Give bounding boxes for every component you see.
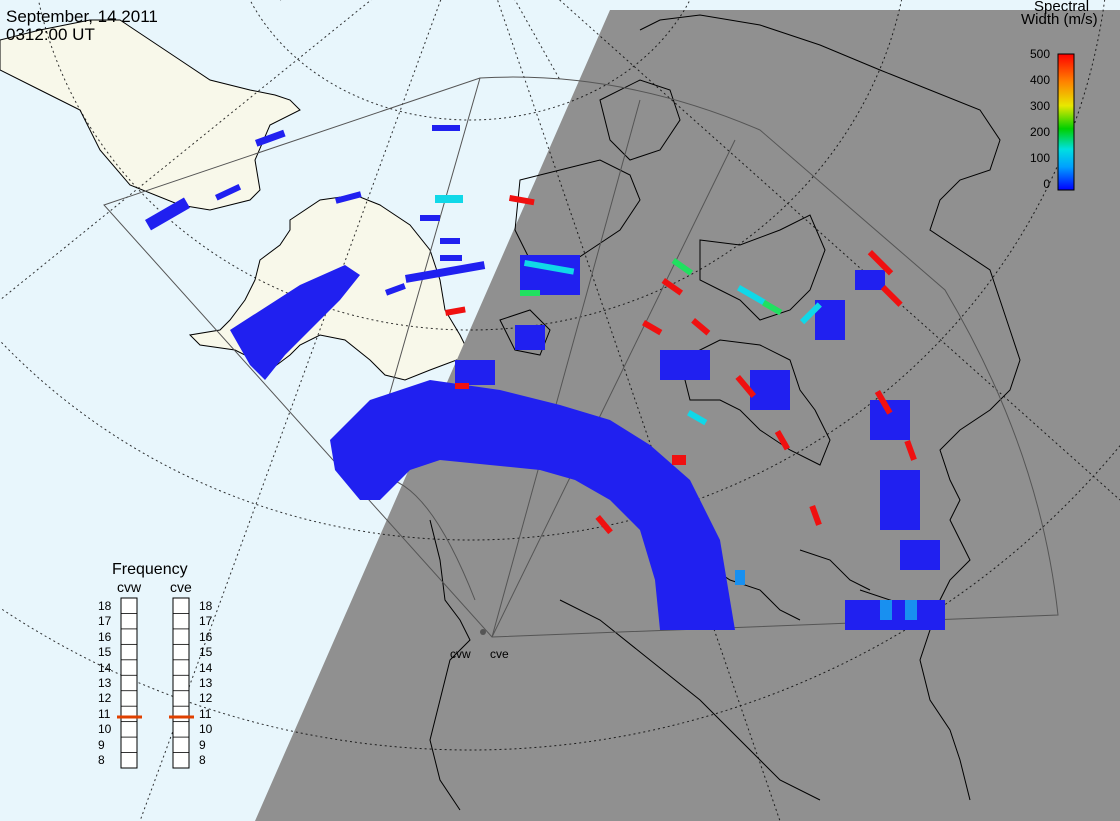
- frequency-tick-right: 12: [199, 691, 213, 706]
- frequency-gauge-cvw: [117, 597, 142, 769]
- frequency-tick-left: 10: [98, 722, 112, 737]
- scatter-cells: [145, 125, 945, 630]
- frequency-radar-cve: cve: [170, 579, 192, 595]
- daylit-land: [0, 19, 301, 211]
- radar-site-marker: [480, 629, 486, 635]
- frequency-tick-right: 11: [199, 706, 212, 721]
- frequency-tick-left: 15: [98, 645, 112, 660]
- radar-label-cve: cve: [490, 647, 509, 661]
- date-label: September, 14 2011: [6, 7, 158, 26]
- frequency-tick-right: 14: [199, 660, 213, 675]
- frequency-radar-cvw: cvw: [117, 579, 142, 595]
- frequency-tick-left: 13: [98, 676, 112, 690]
- frequency-tick-left: 11: [98, 706, 111, 721]
- frequency-title: Frequency: [112, 561, 188, 578]
- radar-label-cvw: cvw: [450, 647, 471, 661]
- colorbar: [1057, 53, 1075, 191]
- frequency-tick-right: 17: [199, 614, 213, 629]
- frequency-tick-right: 15: [199, 645, 213, 660]
- colorbar-tick: 400: [1029, 73, 1050, 87]
- frequency-tick-right: 10: [199, 722, 213, 737]
- frequency-tick-left: 18: [98, 598, 112, 613]
- frequency-tick-right: 16: [199, 629, 213, 644]
- frequency-tick-right: 8: [199, 753, 206, 768]
- colorbar-title-line2: Width (m/s): [1021, 11, 1098, 28]
- frequency-tick-right: 9: [199, 737, 206, 752]
- frequency-tick-left: 17: [98, 614, 112, 629]
- frequency-tick-right: 13: [199, 676, 213, 690]
- frequency-gauge-cve: [169, 597, 194, 769]
- time-label: 0312:00 UT: [6, 25, 95, 44]
- colorbar-tick: 300: [1029, 99, 1050, 113]
- colorbar-tick: 0: [1043, 177, 1050, 191]
- frequency-tick-left: 12: [98, 691, 112, 706]
- frequency-tick-left: 8: [98, 753, 105, 768]
- frequency-tick-right: 18: [199, 598, 213, 613]
- colorbar-tick: 200: [1029, 125, 1050, 139]
- frequency-tick-left: 9: [98, 737, 105, 752]
- colorbar-title-line1: Spectral: [1034, 0, 1090, 15]
- frequency-tick-left: 14: [98, 660, 112, 675]
- night-coastlines: [429, 14, 1021, 811]
- colorbar-tick: 500: [1029, 47, 1050, 61]
- colorbar-tick: 100: [1029, 151, 1050, 165]
- frequency-tick-left: 16: [98, 629, 112, 644]
